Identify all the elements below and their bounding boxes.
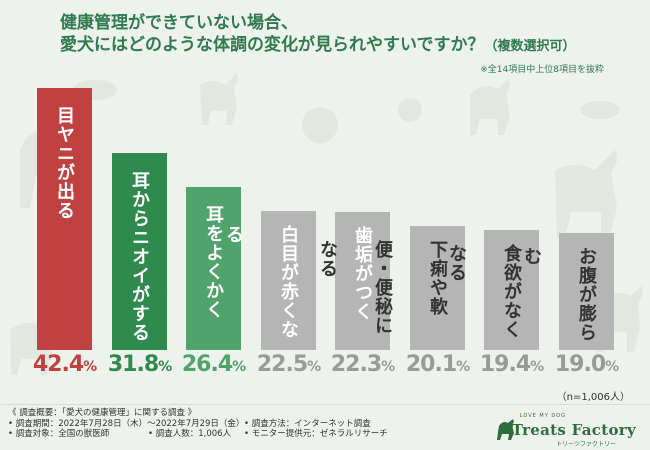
bar-label-1: 目ヤニが出る bbox=[54, 106, 75, 220]
survey-period: • 調査期間：2022年7月28日（木）～2022年7月29日（金） bbox=[8, 418, 245, 429]
value-label-4: 22.5% bbox=[249, 352, 329, 377]
bar-8: お腹が膨らむ bbox=[521, 233, 614, 350]
dog-silhouette-icon bbox=[497, 419, 514, 440]
bar-label-8: お腹が膨らむ bbox=[521, 247, 597, 342]
bar-7: 食欲がなくなる bbox=[446, 230, 539, 350]
value-unit: % bbox=[381, 359, 395, 375]
survey-provider: • モニター提供元：ゼネラルリサーチ bbox=[244, 429, 388, 439]
survey-method: • 調査方法：インターネット調査 bbox=[244, 418, 371, 429]
value-number: 26.4 bbox=[181, 352, 233, 377]
bar-2: 耳からニオイがする bbox=[112, 153, 167, 350]
brand-logo: LOVE MY DOG Treats Factory トリーツファクトリー bbox=[496, 410, 636, 448]
value-unit: % bbox=[232, 359, 246, 375]
sample-size-note: （n=1,006人） bbox=[556, 392, 630, 403]
value-label-2: 31.8% bbox=[100, 352, 180, 377]
value-unit: % bbox=[530, 359, 544, 375]
bar-6: 下痢や軟便・便秘になる bbox=[317, 226, 465, 350]
value-label-8: 19.0% bbox=[547, 352, 627, 377]
value-unit: % bbox=[83, 359, 97, 375]
bar-label-6: 下痢や軟便・便秘になる bbox=[317, 240, 448, 335]
survey-row-1: • 調査期間：2022年7月28日（木）～2022年7月29日（金） • 調査方… bbox=[8, 418, 371, 430]
value-unit: % bbox=[158, 359, 172, 375]
chart-title-question: 愛犬にはどのような体調の変化が見られやすいですか？ bbox=[60, 35, 485, 55]
footnote: ※全14項目中上位8項目を抜粋 bbox=[480, 65, 604, 75]
bar-1: 目ヤニが出る bbox=[37, 88, 92, 350]
value-label-6: 20.1% bbox=[398, 352, 478, 377]
value-number: 42.4 bbox=[32, 352, 84, 377]
survey-count: • 調査人数：1,006人 bbox=[148, 429, 232, 439]
value-unit: % bbox=[307, 359, 321, 375]
chart-title-line2: 愛犬にはどのような体調の変化が見られやすいですか？（複数選択可） bbox=[60, 34, 620, 58]
survey-row-2: • 調査対象：全国の獣医師 • 調査人数：1,006人 • モニター提供元：ゼネ… bbox=[8, 429, 388, 440]
bar-5: 歯垢がつく bbox=[335, 212, 390, 350]
value-label-1: 42.4% bbox=[25, 352, 105, 377]
bar-label-4: 白目が赤くなる bbox=[223, 225, 299, 339]
chart-title-line1: 健康管理ができていない場合、 bbox=[60, 13, 298, 33]
value-number: 22.3 bbox=[330, 352, 382, 377]
bar-label-5: 歯垢がつく bbox=[352, 226, 373, 321]
value-unit: % bbox=[456, 359, 470, 375]
logo-tagline: LOVE MY DOG bbox=[519, 413, 566, 419]
logo-brand-subtitle: トリーツファクトリー bbox=[556, 441, 616, 448]
survey-heading: 《 調査概要：「愛犬の健康管理」に関する調査 》 bbox=[8, 408, 197, 418]
survey-target: • 調査対象：全国の獣医師 bbox=[8, 429, 110, 439]
logo-brand-name: Treats Factory bbox=[511, 421, 636, 439]
survey-summary: 《 調査概要：「愛犬の健康管理」に関する調査 》 • 調査期間：2022年7月2… bbox=[8, 408, 388, 440]
value-number: 22.5 bbox=[256, 352, 308, 377]
value-label-3: 26.4% bbox=[174, 352, 254, 377]
chart-title-suffix: （複数選択可） bbox=[484, 39, 576, 54]
bar-label-2: 耳からニオイがする bbox=[129, 171, 150, 342]
value-unit: % bbox=[605, 359, 619, 375]
value-label-5: 22.3% bbox=[323, 352, 403, 377]
bar-label-3: 耳をよくかく bbox=[203, 205, 224, 319]
value-label-7: 19.4% bbox=[472, 352, 552, 377]
value-number: 31.8 bbox=[107, 352, 159, 377]
value-number: 20.1 bbox=[405, 352, 457, 377]
bar-4: 白目が赤くなる bbox=[223, 211, 316, 350]
value-number: 19.4 bbox=[479, 352, 531, 377]
bar-label-7: 食欲がなくなる bbox=[446, 244, 522, 339]
footer-divider bbox=[0, 404, 650, 405]
value-number: 19.0 bbox=[554, 352, 606, 377]
bar-3: 耳をよくかく bbox=[186, 187, 241, 350]
